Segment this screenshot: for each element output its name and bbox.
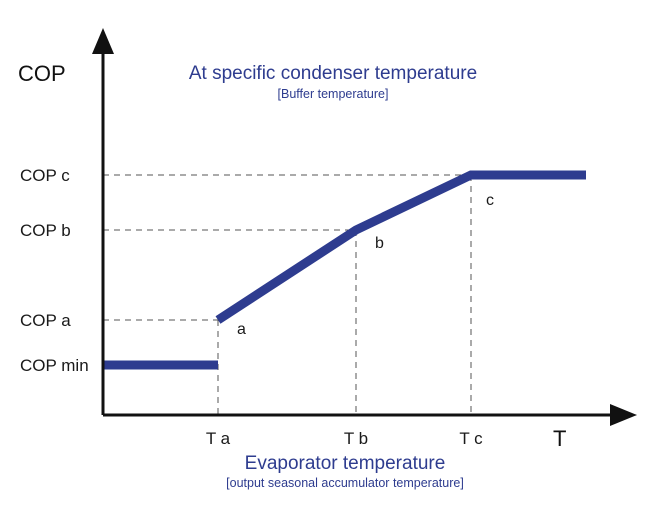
point-labels: a b c — [237, 192, 494, 338]
labels: COP T At specific condenser temperature … — [18, 61, 566, 490]
guide-lines — [103, 174, 472, 415]
y-axis-label: COP — [18, 61, 66, 86]
x-axis-arrow — [610, 404, 637, 426]
chart-title: At specific condenser temperature — [189, 63, 477, 84]
series-line — [215, 170, 586, 324]
point-label-c: c — [486, 192, 494, 209]
y-tick-label: COP min — [20, 356, 89, 375]
y-axis-arrow — [92, 28, 114, 54]
chart-subtitle: [Buffer temperature] — [278, 87, 389, 101]
point-label-a: a — [237, 321, 246, 338]
tick-labels: COP min COP a COP b COP c T a T b T c — [20, 166, 483, 448]
y-tick-label: COP b — [20, 221, 71, 240]
axes — [92, 28, 637, 426]
y-tick-label: COP c — [20, 166, 70, 185]
y-tick-label: COP a — [20, 311, 71, 330]
point-label-b: b — [375, 235, 384, 252]
series-layer — [103, 170, 586, 370]
x-tick-label: T b — [344, 429, 368, 448]
x-tick-label: T a — [206, 429, 231, 448]
x-axis-symbol: T — [553, 426, 566, 451]
x-tick-label: T c — [459, 429, 483, 448]
x-axis-title: Evaporator temperature — [245, 453, 446, 474]
x-axis-subtitle: [output seasonal accumulator temperature… — [226, 476, 464, 490]
